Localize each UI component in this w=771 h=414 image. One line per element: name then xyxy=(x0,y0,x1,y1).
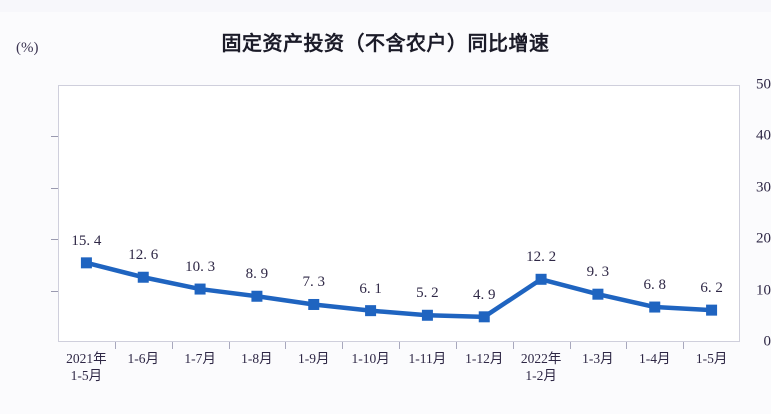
y-axis-unit-label: (%) xyxy=(16,40,39,56)
x-axis-tick-label: 1-9月 xyxy=(298,351,330,366)
y-axis-tick-label: 20 xyxy=(756,230,771,247)
y-axis-tick-mark xyxy=(51,290,58,292)
chart-title: 固定资产投资（不含农户）同比增速 xyxy=(221,31,550,55)
top-band xyxy=(0,0,771,12)
y-axis-tick-mark xyxy=(51,187,58,189)
data-point-label: 15. 4 xyxy=(71,232,102,249)
x-axis-tick-mark xyxy=(683,342,685,349)
x-axis-tick-label: 2021年 1-5月 xyxy=(66,351,107,383)
y-axis-tick-label: 0 xyxy=(763,333,771,350)
x-axis-tick-mark xyxy=(626,342,628,349)
data-point-label: 7. 3 xyxy=(302,274,326,291)
data-point-label: 6. 8 xyxy=(643,277,667,294)
y-axis-tick-label: 10 xyxy=(756,282,771,299)
x-axis-tick-label: 1-7月 xyxy=(184,351,216,366)
x-axis-tick-mark xyxy=(512,342,514,349)
x-axis-tick-label: 1-4月 xyxy=(639,351,671,366)
x-axis-tick-mark xyxy=(228,342,230,349)
x-axis-tick-mark xyxy=(285,342,287,349)
x-axis-tick-mark xyxy=(569,342,571,349)
x-axis-tick-label: 1-12月 xyxy=(465,351,504,366)
x-axis-tick-label: 1-10月 xyxy=(351,351,390,366)
x-axis-tick-mark xyxy=(455,342,457,349)
x-axis-tick-mark xyxy=(342,342,344,349)
x-axis-tick-mark xyxy=(114,342,116,349)
data-point-label: 12. 2 xyxy=(526,249,557,266)
x-axis-tick-label: 1-6月 xyxy=(127,351,160,366)
y-axis-tick-mark xyxy=(51,136,58,138)
x-axis-tick-label: 1-11月 xyxy=(408,351,447,366)
data-point-label: 8. 9 xyxy=(245,266,269,283)
y-axis-tick-label: 40 xyxy=(756,127,771,144)
data-point-label: 12. 6 xyxy=(128,247,159,264)
x-axis-tick-label: 1-3月 xyxy=(582,351,614,366)
data-point-label: 6. 2 xyxy=(700,280,723,297)
data-point-label: 6. 1 xyxy=(359,280,382,297)
data-point-label: 9. 3 xyxy=(586,264,610,281)
y-axis-tick-label: 30 xyxy=(756,179,771,196)
y-axis-tick-mark xyxy=(51,239,58,241)
data-point-label: 5. 2 xyxy=(416,285,439,302)
y-axis-tick-label: 50 xyxy=(756,76,771,93)
data-point-label: 10. 3 xyxy=(185,259,216,276)
x-axis-tick-mark xyxy=(399,342,400,349)
x-axis-tick-label: 1-8月 xyxy=(241,351,273,366)
x-axis-tick-label: 1-5月 xyxy=(695,351,728,366)
x-axis-tick-label: 2022年 1-2月 xyxy=(520,351,562,383)
plot-area xyxy=(58,85,740,342)
x-axis-tick-mark xyxy=(171,342,173,349)
data-point-label: 4. 9 xyxy=(473,286,496,303)
